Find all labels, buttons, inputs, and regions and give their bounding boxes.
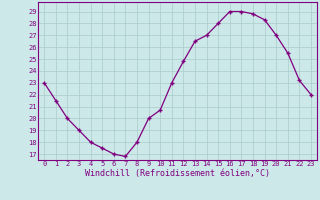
X-axis label: Windchill (Refroidissement éolien,°C): Windchill (Refroidissement éolien,°C)	[85, 169, 270, 178]
